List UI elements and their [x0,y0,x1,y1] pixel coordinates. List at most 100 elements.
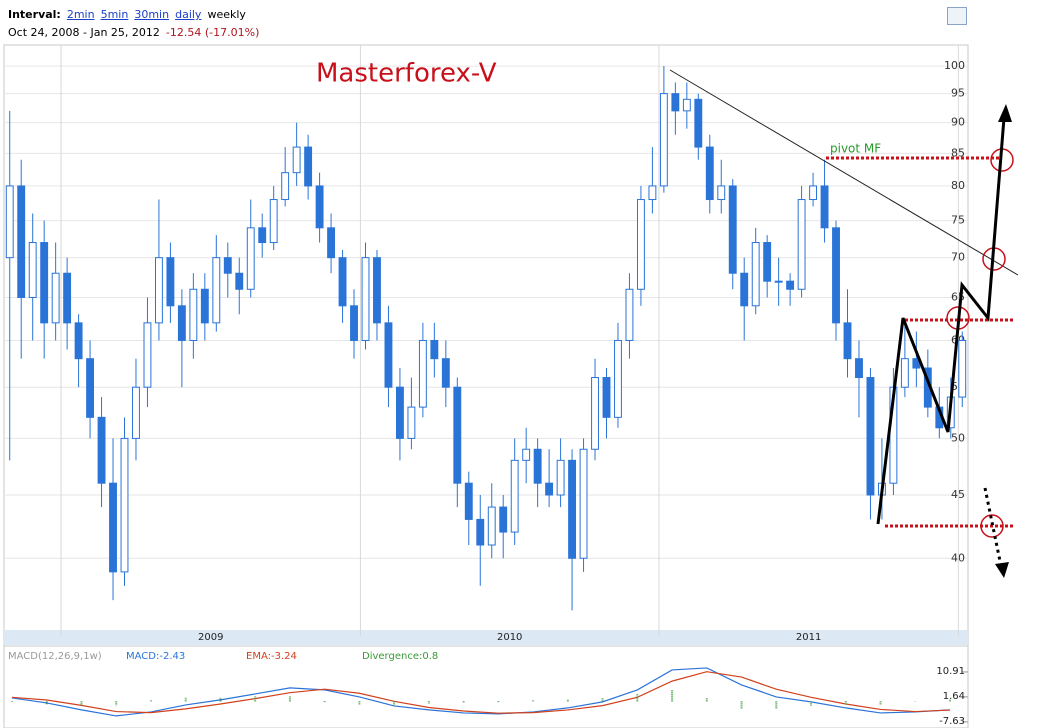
annotation: pivot MF [830,142,881,156]
x-tick-label: 2009 [198,632,223,643]
candle-body [832,227,840,324]
interval-link[interactable]: 5min [100,8,129,21]
candle-body [338,257,347,307]
candle-body [510,459,519,533]
candle-body [350,305,358,341]
candle-body [212,257,221,324]
candle-body [705,146,714,201]
candle-body [40,242,49,324]
candle-body [143,322,152,388]
candle-body [418,339,427,408]
candle-body [682,98,691,112]
candle-body [120,437,129,573]
candle-body [17,185,26,298]
y-tick-label: 10.91 [936,666,965,677]
candle-body [522,448,531,461]
expand-button[interactable] [947,7,967,25]
pane-title: MACD(12,26,9,1w) [8,651,102,662]
candle-body [200,288,209,324]
candle-body [395,386,404,439]
candle-body [636,199,645,290]
candle-body [74,322,83,360]
candle-body [717,185,726,201]
candle-body [269,199,278,244]
candle-body [361,257,370,341]
candle-body [786,280,795,290]
year-band [4,630,968,645]
candle-body [533,448,542,484]
trend-line [669,69,1019,276]
candle-body [763,242,772,282]
candle-body [166,257,175,307]
candle-body [797,199,806,290]
candle-body [430,339,439,360]
arrow-head [998,104,1012,122]
candle-body [189,288,198,341]
x-tick-label: 2010 [497,632,522,643]
candle-body [5,185,14,259]
candle-body [809,185,818,201]
candle-body [751,242,760,307]
candle-body [51,272,60,324]
candle-body [384,322,393,388]
candle-body [235,272,244,290]
candle-body [97,416,106,484]
y-tick-label: -7.63 [939,716,965,727]
candle-body [258,227,267,244]
annotations: Masterforex-V pivot MF [316,59,1019,578]
candle-body [407,406,416,439]
interval-link[interactable]: daily [175,8,202,21]
macd-line [11,671,951,714]
candle-body [728,185,737,274]
candle-body [648,185,657,201]
candle-body [556,459,565,496]
candle-body [820,185,829,229]
candle-body [109,482,117,573]
candle-body [843,322,852,360]
candle-body [591,377,599,450]
candle-body [545,482,554,496]
candle-body [855,358,863,379]
legend-entry: Divergence:0.8 [362,651,438,662]
candle-body [132,386,140,439]
candle-body [63,272,72,324]
interval-label: Interval: [8,8,61,21]
candle-body [579,448,588,559]
y-tick-label: 100 [944,59,965,72]
interval-link[interactable]: 2min [66,8,95,21]
candle-body [866,377,875,496]
interval-link[interactable]: 30min [134,8,170,21]
candle-body [499,506,508,533]
chart-title: Masterforex-V [316,59,497,89]
frame [3,44,969,728]
candle-body [281,172,290,201]
interval-current: weekly [207,8,246,21]
candle-body [86,358,95,418]
candle-body [602,377,611,418]
price-change: -12.54 (-17.01%) [165,26,260,39]
header: Interval: 2min 5min 30min daily weekly Oct 24… [8,6,259,42]
candle-body [223,257,232,274]
candle-body [464,482,473,520]
candle-body [177,305,186,341]
candle-body [614,339,622,418]
candle-body [900,358,909,388]
candle-body [327,227,336,259]
candle-body [441,358,450,388]
candle-body [568,459,577,559]
candle-body [373,257,381,324]
x-tick-label: 2011 [796,632,821,643]
arrow-head [995,562,1009,578]
candle-body [487,506,496,546]
date-range: Oct 24, 2008 - Jan 25, 2012 [8,26,160,39]
zigzag [876,117,1006,525]
legend-entry: MACD:-2.43 [126,651,185,662]
marker-circle [980,514,1004,538]
candle-body [671,93,680,112]
y-tick-label: 1.64 [943,691,965,702]
candle-body [694,98,703,148]
candle-body [476,518,485,546]
candle-body [659,93,668,187]
